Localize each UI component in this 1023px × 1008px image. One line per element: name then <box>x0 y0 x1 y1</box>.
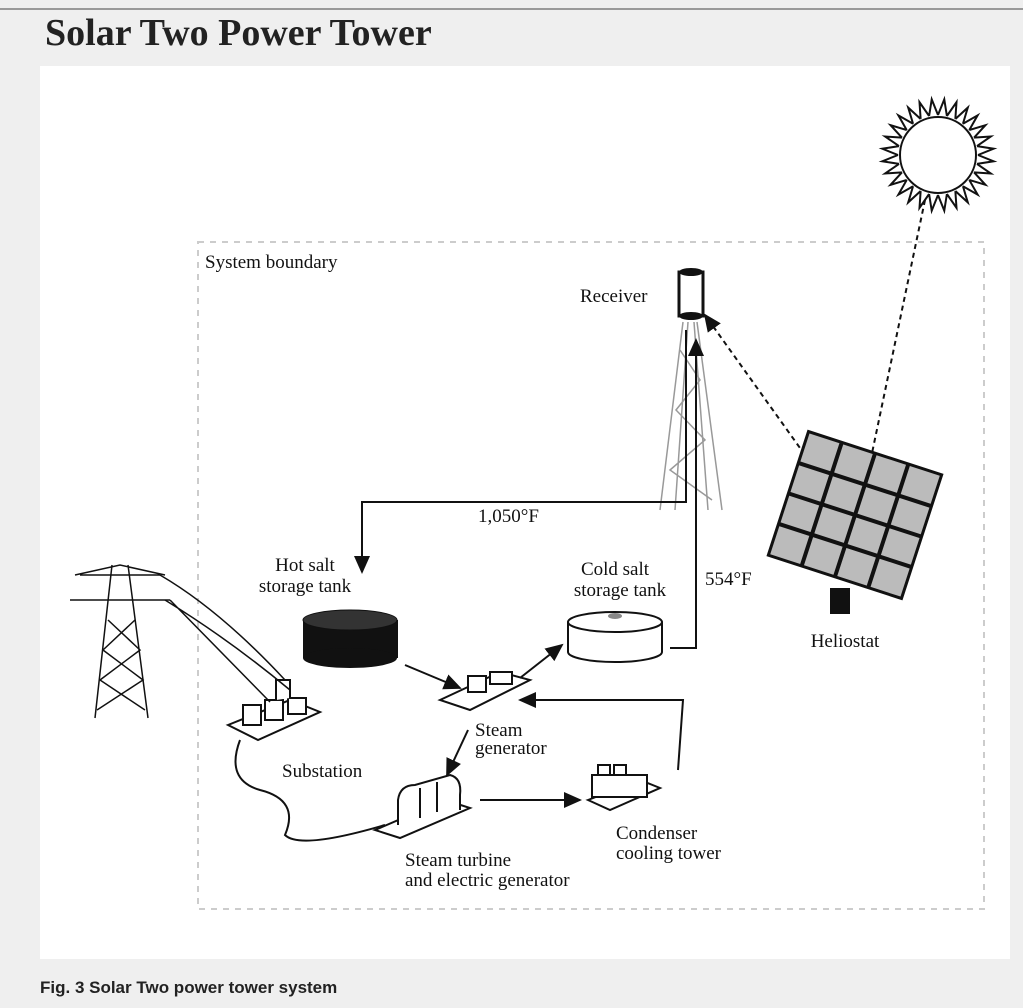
cold-tank-label: Cold salt <box>581 559 650 580</box>
substation-label: Substation <box>282 761 363 782</box>
turbine-label: Steam turbine <box>405 850 511 871</box>
receiver <box>679 268 703 320</box>
turbine-label: and electric generator <box>405 870 570 891</box>
hot-tank <box>303 610 398 668</box>
cold-tank <box>568 612 662 662</box>
page: Solar Two Power Tower System boundary Re… <box>0 0 1023 1008</box>
figure-caption: Fig. 3 Solar Two power tower system <box>40 978 337 997</box>
condenser-label: Condenser <box>616 823 698 844</box>
heliostat-pedestal <box>830 588 850 614</box>
cold-temperature: 554°F <box>705 569 752 590</box>
hot-tank-label: storage tank <box>259 576 352 597</box>
hot-temperature: 1,050°F <box>478 506 539 527</box>
hot-tank-label: Hot salt <box>275 555 335 576</box>
page-title: Solar Two Power Tower <box>45 12 432 54</box>
heliostat-label: Heliostat <box>811 631 880 652</box>
condenser-label: cooling tower <box>616 843 722 864</box>
boundary-label: System boundary <box>205 252 338 273</box>
receiver-label: Receiver <box>580 286 648 307</box>
screen: Solar Two Power Tower System boundary Re… <box>0 0 1023 1008</box>
cold-tank-label: storage tank <box>574 580 667 601</box>
sun <box>882 99 993 210</box>
steam-generator-label: generator <box>475 738 547 759</box>
